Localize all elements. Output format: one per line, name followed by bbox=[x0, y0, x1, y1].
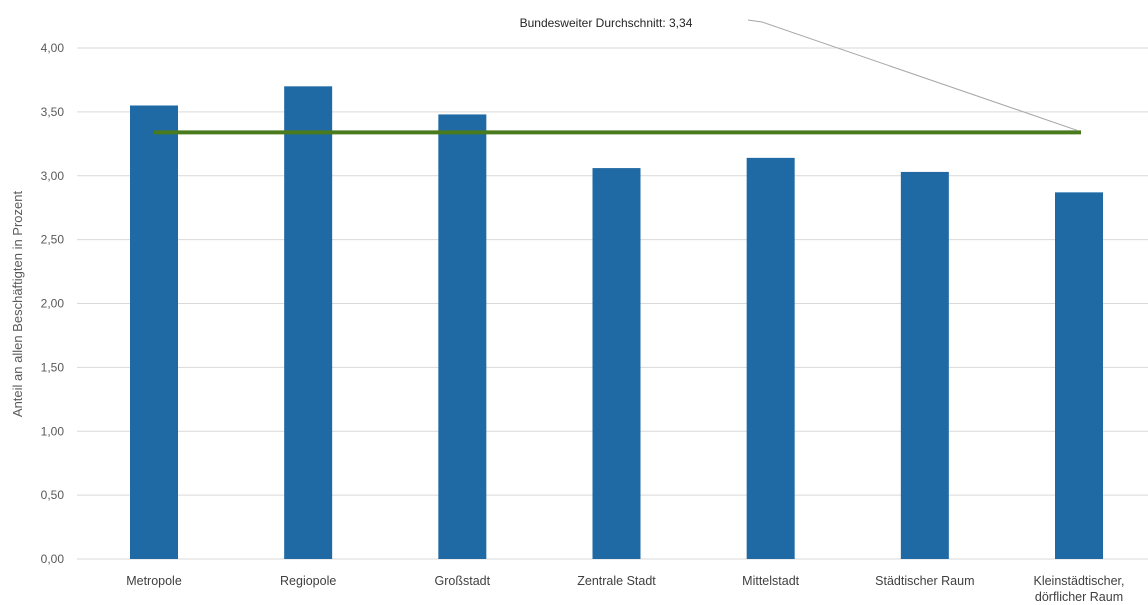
x-category-label: Mittelstadt bbox=[742, 574, 799, 588]
x-category-label: Städtischer Raum bbox=[875, 574, 974, 588]
reference-line-label: Bundesweiter Durchschnitt: 3,34 bbox=[520, 16, 693, 30]
y-tick-label: 1,00 bbox=[41, 424, 65, 438]
y-tick-label: 2,50 bbox=[41, 233, 65, 247]
bar bbox=[130, 105, 178, 560]
bars bbox=[130, 86, 1103, 560]
y-tick-label: 3,50 bbox=[41, 105, 65, 119]
y-tick-label: 2,00 bbox=[41, 297, 65, 311]
annotation-leader-line bbox=[747, 19, 1078, 131]
bar bbox=[746, 157, 795, 560]
y-tick-label: 3,00 bbox=[41, 169, 65, 183]
x-axis-categories: Metropole Regiopole Großstadt Zentrale Stad… bbox=[126, 574, 1124, 604]
bar bbox=[284, 86, 333, 559]
y-tick-label: 0,50 bbox=[41, 488, 65, 502]
y-tick-label: 1,50 bbox=[41, 360, 65, 374]
x-category-label: Zentrale Stadt bbox=[577, 574, 656, 588]
bar bbox=[438, 114, 487, 560]
y-axis-label: Anteil an allen Beschäftigten in Prozent bbox=[10, 191, 25, 418]
x-category-label: Regiopole bbox=[280, 574, 336, 588]
reference-line-group: Bundesweiter Durchschnitt: 3,34 bbox=[154, 16, 1081, 135]
bar bbox=[900, 171, 949, 560]
y-tick-label: 0,00 bbox=[41, 552, 65, 566]
x-category-label: Großstadt bbox=[435, 574, 491, 588]
x-category-label: Kleinstädtischer, dörflicher Raum bbox=[1033, 574, 1124, 604]
bar bbox=[1055, 192, 1103, 560]
x-category-label: Metropole bbox=[126, 574, 182, 588]
y-axis-ticks: 0,00 0,50 1,00 1,50 2,00 2,50 3,00 3,50 4,00 bbox=[41, 41, 65, 566]
y-tick-label: 4,00 bbox=[41, 41, 65, 55]
bar bbox=[592, 168, 641, 559]
